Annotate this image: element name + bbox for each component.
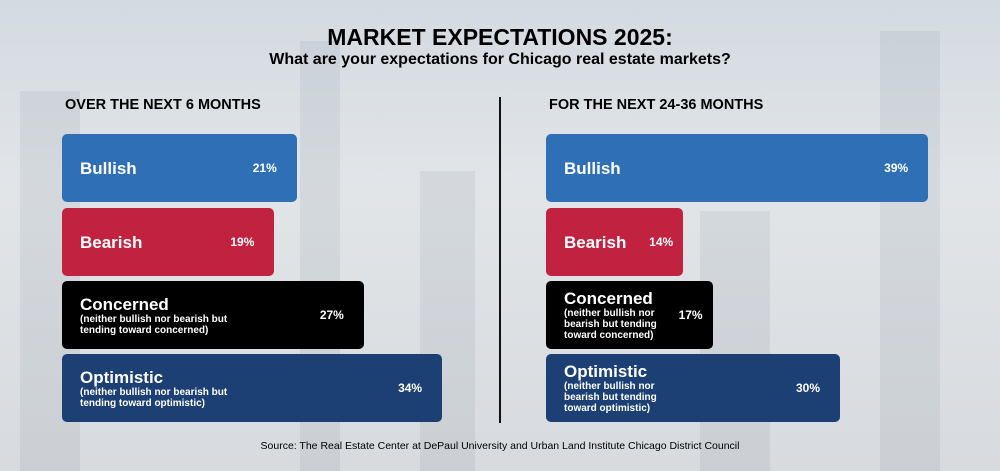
value-label: 21% <box>252 161 277 175</box>
title: MARKET EXPECTATIONS 2025: <box>327 24 673 50</box>
value-label: 39% <box>884 161 909 175</box>
bar: Concerned (neither bullish nor bearish bu… <box>62 281 364 349</box>
category-label: Concerned <box>80 294 169 314</box>
bar: Optimistic (neither bullish nor bearish b… <box>62 354 443 422</box>
source: Source: The Real Estate Center at DePaul… <box>260 440 740 452</box>
category-description: (neither bullish nor bearish but tending… <box>564 308 657 341</box>
building <box>880 31 940 471</box>
value-label: 17% <box>678 308 703 322</box>
bar: Optimistic (neither bullish nor bearish b… <box>546 354 840 422</box>
bar: Concerned (neither bullish nor bearish bu… <box>546 281 713 349</box>
bar: Bearish 19% <box>62 208 275 276</box>
category-label: Optimistic <box>564 362 648 381</box>
category-label: Bullish <box>564 158 621 178</box>
value-label: 30% <box>795 381 820 395</box>
category-label: Bearish <box>564 232 627 252</box>
category-description: (neither bullish nor bearish but tending… <box>564 381 657 414</box>
value-label: 19% <box>230 235 255 249</box>
category-label: Optimistic <box>80 367 164 387</box>
category-label: Concerned <box>564 289 653 308</box>
category-description: (neither bullish nor bearish but tending… <box>80 386 228 409</box>
value-label: 27% <box>319 308 344 322</box>
bar: Bullish 21% <box>62 134 297 202</box>
divider <box>499 97 501 423</box>
value-label: 34% <box>398 381 423 395</box>
value-label: 14% <box>649 235 674 249</box>
category-description: (neither bullish nor bearish but tending… <box>80 313 228 336</box>
category-label: Bearish <box>80 232 143 252</box>
subtitle: What are your expectations for Chicago r… <box>269 51 731 68</box>
bar: Bearish 14% <box>546 208 684 276</box>
chart-heading: FOR THE NEXT 24-36 MONTHS <box>549 97 764 113</box>
bar: Bullish 39% <box>546 134 929 202</box>
category-label: Bullish <box>80 158 137 178</box>
chart-heading: OVER THE NEXT 6 MONTHS <box>65 97 261 113</box>
building <box>420 171 475 471</box>
